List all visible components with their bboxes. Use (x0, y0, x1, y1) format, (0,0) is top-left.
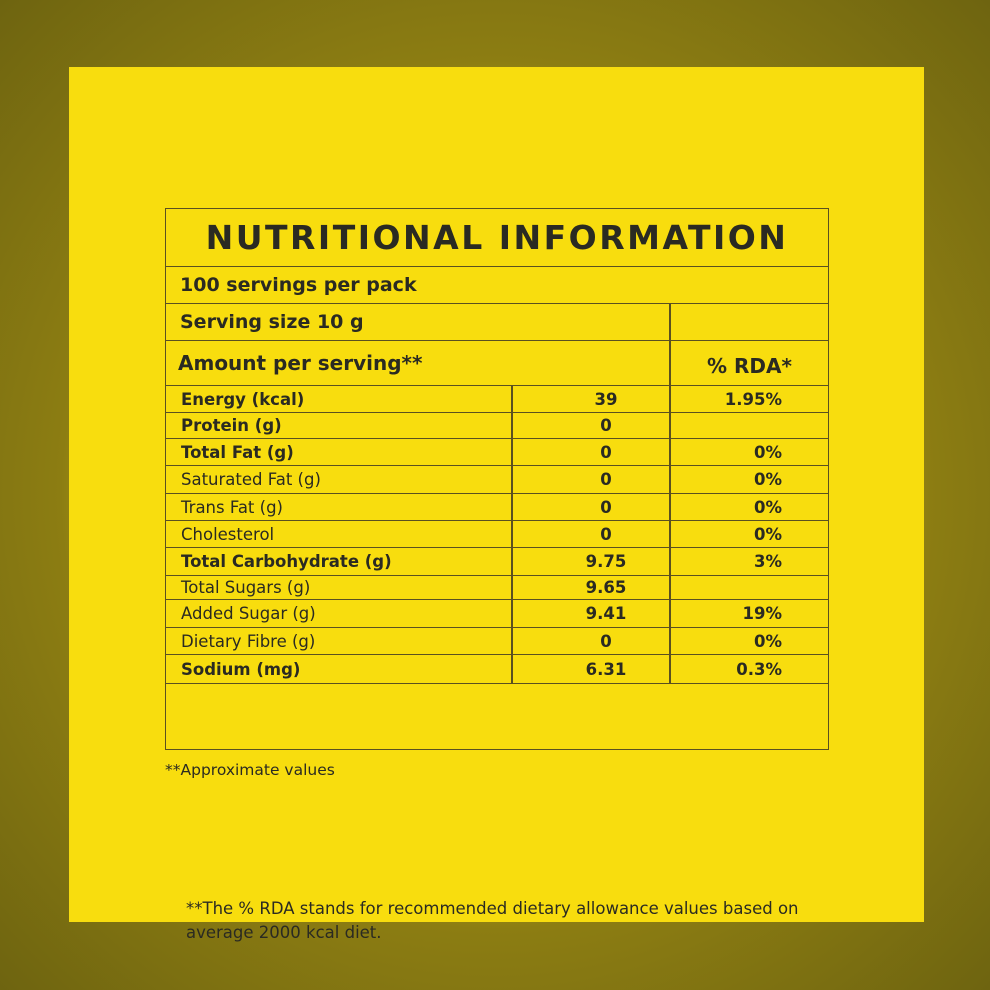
servings-per-pack: 100 servings per pack (180, 274, 417, 296)
header-row: Amount per serving** % RDA* (166, 341, 828, 386)
nutrient-rda: 19% (742, 604, 783, 623)
nutrient-value: 0 (600, 524, 612, 544)
nutrient-value: 0 (600, 442, 612, 462)
rda-footnote: **The % RDA stands for recommended dieta… (186, 899, 799, 942)
rda-header: % RDA* (707, 354, 792, 378)
nutrient-row: Total Fat (g) 0 0% (166, 439, 828, 466)
servings-row: 100 servings per pack (166, 267, 828, 304)
table-title: NUTRITIONAL INFORMATION (205, 218, 789, 257)
nutrition-table: NUTRITIONAL INFORMATION 100 servings per… (165, 208, 829, 942)
amount-header: Amount per serving** (178, 351, 423, 375)
nutrient-rda: 0% (753, 631, 782, 651)
nutrient-row: Sodium (mg) 6.31 0.3% (166, 655, 828, 684)
nutrient-value: 0 (600, 631, 612, 651)
nutrient-label: Added Sugar (g) (181, 604, 316, 623)
serving-size-row: Serving size 10 g (166, 304, 828, 341)
nutrient-row: Saturated Fat (g) 0 0% (166, 466, 828, 494)
nutrient-label: Total Fat (g) (181, 442, 294, 462)
nutrient-label: Total Carbohydrate (g) (181, 552, 392, 571)
nutrient-value: 0 (600, 416, 612, 435)
nutrient-value: 6.31 (585, 659, 627, 679)
nutrient-row: Cholesterol 0 0% (166, 521, 828, 548)
nutrient-row: Dietary Fibre (g) 0 0% (166, 628, 828, 655)
label-panel (69, 67, 924, 922)
nutrient-value: 9.65 (585, 578, 627, 597)
nutrient-rda: 0% (753, 442, 782, 462)
nutrient-value: 0 (600, 470, 612, 489)
approximate-note: **Approximate values (165, 761, 335, 779)
nutrient-label: Protein (g) (181, 416, 282, 435)
nutrient-rda: 0% (753, 497, 782, 517)
nutrient-label: Trans Fat (g) (181, 497, 283, 517)
nutrient-row: Protein (g) 0 (166, 413, 828, 439)
nutrient-label: Cholesterol (181, 524, 275, 544)
nutrient-value: 9.75 (585, 552, 627, 571)
nutrient-value: 39 (594, 389, 618, 409)
nutrient-row: Total Carbohydrate (g) 9.75 3% (166, 548, 828, 576)
nutrient-label: Saturated Fat (g) (181, 470, 321, 489)
nutrient-label: Energy (kcal) (181, 389, 305, 409)
nutrient-rda (670, 576, 782, 599)
nutrient-value: 9.41 (585, 604, 627, 623)
nutrient-rda: 0% (753, 524, 782, 544)
nutrient-rda: 3% (753, 552, 782, 571)
nutrient-row: Total Sugars (g) 9.65 (166, 576, 828, 600)
nutrient-rda: 0.3% (736, 659, 782, 679)
nutrient-row: Energy (kcal) 39 1.95% (166, 386, 828, 413)
serving-size: Serving size 10 g (180, 311, 364, 333)
nutrient-value: 0 (600, 497, 612, 517)
nutrient-row: Trans Fat (g) 0 0% (166, 494, 828, 521)
nutrient-label: Total Sugars (g) (181, 578, 311, 597)
nutrient-rda (670, 413, 782, 438)
nutrient-label: Sodium (mg) (181, 659, 301, 679)
nutrient-rda: 1.95% (724, 389, 782, 409)
nutrient-label: Dietary Fibre (g) (181, 631, 316, 651)
nutrient-rda: 0% (753, 470, 782, 489)
title-row: NUTRITIONAL INFORMATION (166, 209, 828, 267)
nutrient-row: Added Sugar (g) 9.41 19% (166, 600, 828, 628)
